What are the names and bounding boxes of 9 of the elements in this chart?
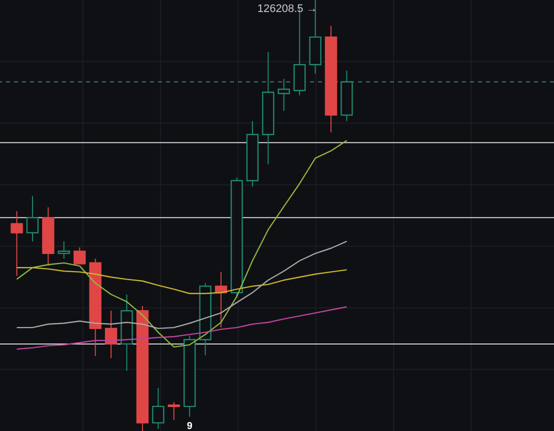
candlestick	[278, 78, 290, 112]
candlestick	[26, 196, 39, 242]
candlestick	[168, 402, 180, 420]
candlestick	[58, 240, 70, 260]
candlestick	[10, 210, 23, 276]
annotation: 126208.5 →	[257, 3, 318, 15]
candlestick	[104, 310, 118, 359]
annotation: 9	[186, 421, 193, 431]
candlestick	[74, 246, 86, 264]
